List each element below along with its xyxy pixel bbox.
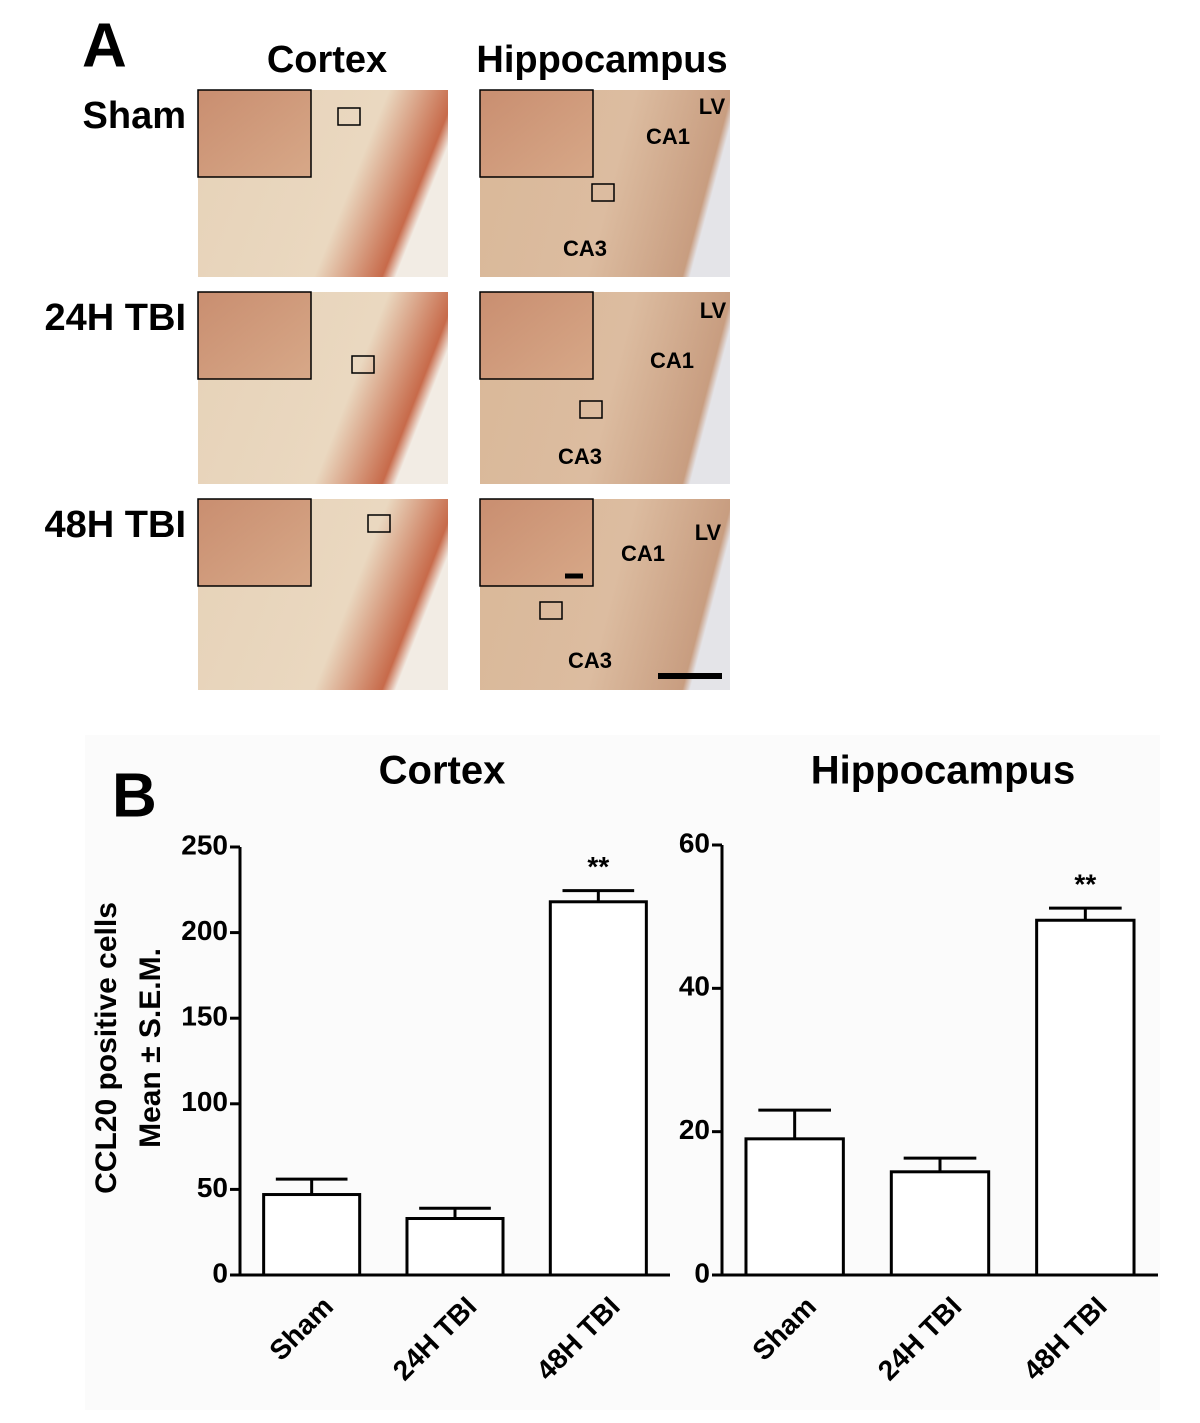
panel-label: B bbox=[112, 761, 157, 830]
row-label: 24H TBI bbox=[45, 297, 186, 339]
roi-box bbox=[591, 183, 615, 202]
region-label: LV bbox=[700, 298, 727, 323]
region-label: LV bbox=[695, 520, 722, 545]
significance-label: ** bbox=[1074, 868, 1096, 899]
bar bbox=[262, 1193, 362, 1277]
row-label: Sham bbox=[83, 95, 186, 137]
y-tick-label: 100 bbox=[181, 1086, 228, 1117]
significance-label: ** bbox=[587, 851, 609, 882]
roi-box bbox=[351, 355, 375, 374]
y-tick-label: 150 bbox=[181, 1001, 228, 1032]
roi-box bbox=[367, 514, 391, 533]
region-label: CA1 bbox=[646, 124, 690, 149]
inset bbox=[197, 498, 312, 587]
bar bbox=[405, 1217, 505, 1277]
region-label: CA3 bbox=[558, 444, 602, 469]
inset bbox=[479, 498, 594, 587]
y-tick-label: 250 bbox=[181, 829, 228, 860]
region-label: CA3 bbox=[563, 236, 607, 261]
region-label: CA1 bbox=[650, 348, 694, 373]
bar bbox=[744, 1137, 845, 1277]
y-axis-label: CCL20 positive cells bbox=[90, 902, 123, 1194]
bar bbox=[548, 900, 648, 1277]
inset bbox=[479, 89, 594, 178]
chart-title: Hippocampus bbox=[811, 749, 1075, 793]
y-tick-label: 0 bbox=[212, 1257, 228, 1288]
panel-label: A bbox=[82, 11, 127, 80]
column-header: Cortex bbox=[267, 39, 387, 81]
roi-box bbox=[579, 400, 603, 419]
inset bbox=[197, 291, 312, 380]
region-label: LV bbox=[699, 94, 726, 119]
roi-box bbox=[337, 107, 361, 126]
y-tick-label: 60 bbox=[679, 827, 710, 858]
row-label: 48H TBI bbox=[45, 504, 186, 546]
bar bbox=[889, 1170, 991, 1277]
y-axis-label: Mean ± S.E.M. bbox=[134, 948, 167, 1148]
roi-box bbox=[539, 601, 563, 620]
inset bbox=[197, 89, 312, 178]
y-tick-label: 50 bbox=[197, 1172, 228, 1203]
inset bbox=[479, 291, 594, 380]
y-tick-label: 200 bbox=[181, 915, 228, 946]
bar bbox=[1035, 918, 1136, 1277]
region-label: CA3 bbox=[568, 648, 612, 673]
region-label: CA1 bbox=[621, 541, 665, 566]
chart-title: Cortex bbox=[379, 749, 506, 793]
y-tick-label: 0 bbox=[694, 1257, 710, 1288]
y-tick-label: 40 bbox=[679, 971, 710, 1002]
column-header: Hippocampus bbox=[476, 39, 727, 81]
y-tick-label: 20 bbox=[679, 1114, 710, 1145]
